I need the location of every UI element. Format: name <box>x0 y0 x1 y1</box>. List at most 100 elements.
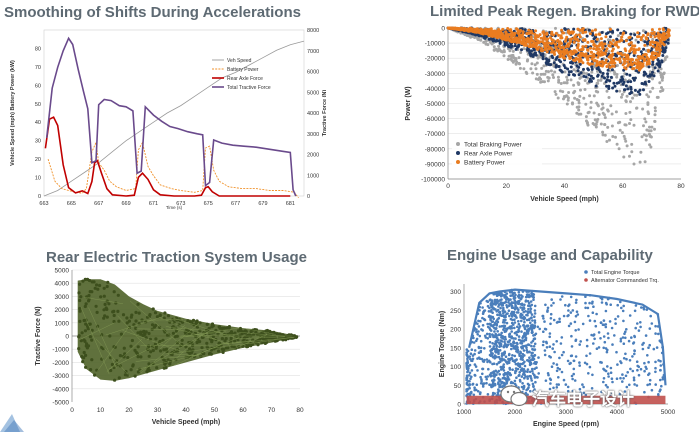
chart1-ytick: 80 <box>35 46 41 52</box>
chart4-point <box>505 328 509 331</box>
chart4-point <box>659 359 662 363</box>
chart4-point <box>622 377 625 380</box>
chart3-point <box>254 331 258 335</box>
chart4-point <box>499 301 503 304</box>
chart3-point <box>129 368 133 372</box>
chart3-point <box>98 283 102 288</box>
chart3-point <box>210 322 215 326</box>
chart4-point <box>610 326 614 330</box>
chart4-point <box>490 348 493 352</box>
chart2-point <box>538 33 542 37</box>
chart4-point <box>501 381 504 384</box>
chart4-point <box>500 304 504 307</box>
chart3-point <box>99 295 103 299</box>
chart2-point <box>575 105 579 109</box>
chart2-point <box>559 60 563 64</box>
chart4-point <box>542 317 545 320</box>
chart4-point <box>511 368 514 371</box>
chart1-xtick: 681 <box>286 201 295 207</box>
chart2-point <box>544 69 548 73</box>
chart4-point <box>537 356 540 359</box>
chart4-point <box>520 330 523 333</box>
chart2-point <box>527 37 531 41</box>
chart4-point <box>629 367 632 371</box>
chart4-point <box>522 349 526 352</box>
chart3-point <box>125 316 129 320</box>
chart2-point <box>536 47 540 51</box>
chart4-point <box>622 319 625 323</box>
chart2-point <box>589 74 593 78</box>
chart2-point <box>521 33 525 36</box>
chart4-point <box>574 355 578 358</box>
chart2-point <box>629 100 632 104</box>
chart4-point <box>566 385 570 389</box>
chart4-point <box>572 372 575 376</box>
chart2-point <box>620 95 623 99</box>
chart2-point <box>614 57 618 61</box>
chart4-point <box>526 299 530 303</box>
chart2-point <box>463 33 467 37</box>
chart2-point <box>607 87 611 90</box>
chart2-point <box>598 70 602 74</box>
chart4-point <box>613 334 616 337</box>
chart2-point <box>553 52 557 56</box>
chart2-point <box>661 28 665 32</box>
chart4-point <box>481 372 484 376</box>
chart2-point <box>514 62 518 66</box>
chart4-point <box>553 350 556 354</box>
chart4-point <box>659 378 662 382</box>
chart2-point <box>593 59 597 62</box>
chart4-point <box>572 367 576 371</box>
chart4-point <box>494 369 498 373</box>
chart2-point <box>637 35 641 39</box>
chart4-point <box>485 332 489 336</box>
chart2-ytick: -50000 <box>425 101 446 108</box>
chart4-point <box>652 347 656 351</box>
chart4-point <box>496 330 499 333</box>
chart4-point <box>505 298 508 301</box>
chart4-point <box>510 306 514 309</box>
chart2-point <box>590 29 594 33</box>
chart2-point <box>618 56 622 60</box>
chart2-point <box>482 40 486 44</box>
chart2-point <box>547 70 550 74</box>
chart4-point <box>579 340 582 343</box>
chart4-point <box>522 323 525 327</box>
chart2-point <box>613 84 617 88</box>
chart1-ytick: 60 <box>35 83 41 89</box>
chart4-point <box>524 295 528 299</box>
chart2-point <box>583 88 587 91</box>
chart4-point <box>637 373 641 377</box>
chart4-point <box>511 359 515 363</box>
chart4-point <box>486 300 490 304</box>
chart4-point <box>470 348 474 351</box>
chart4-point <box>492 334 495 337</box>
chart4-point <box>513 331 517 335</box>
chart2-point <box>655 95 659 99</box>
chart4-point <box>493 330 496 333</box>
chart4-point <box>521 358 524 361</box>
chart2-point <box>620 131 624 135</box>
chart3-xtick: 0 <box>70 407 74 414</box>
chart4-point <box>542 340 545 343</box>
chart2-point <box>486 43 490 47</box>
chart2-point <box>534 38 538 42</box>
chart1-y2tick: 0 <box>307 194 310 200</box>
chart4-point <box>481 306 484 309</box>
chart2-point <box>623 78 627 82</box>
chart4-point <box>521 368 525 372</box>
chart3-point <box>217 349 221 353</box>
chart2-point <box>658 81 662 85</box>
chart2-point <box>649 129 653 133</box>
chart3-xtick: 30 <box>154 407 162 414</box>
chart4-point <box>647 346 650 349</box>
chart4-point <box>519 303 522 306</box>
chart2-point <box>545 31 549 35</box>
chart3-point <box>198 321 202 325</box>
chart2-point <box>563 42 566 46</box>
chart4-point <box>530 331 534 334</box>
chart2-point <box>592 47 596 51</box>
chart4-point <box>639 321 642 324</box>
chart2-point <box>611 135 615 138</box>
chart2-point <box>643 117 647 121</box>
